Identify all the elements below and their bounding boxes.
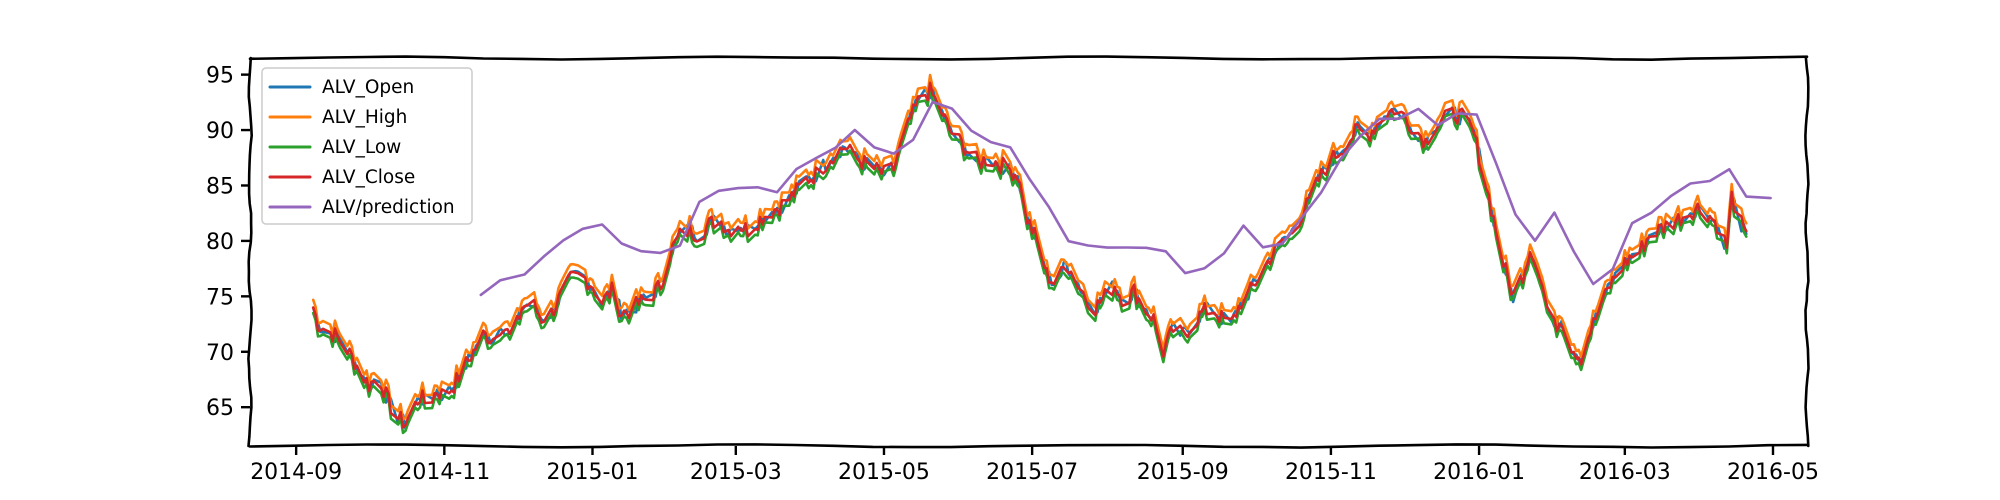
x-tick-label: 2016-01	[1433, 460, 1525, 485]
y-tick-label: 90	[206, 119, 234, 144]
x-tick-label: 2015-03	[690, 460, 782, 485]
legend: ALV_Open ALV_High ALV_Low ALV_Close ALV/pred…	[261, 67, 473, 225]
y-tick-label: 95	[206, 64, 234, 89]
x-axis: 2014-09 2014-11 2015-01 2015-03 2015-05 2015-…	[250, 446, 1819, 485]
legend-box	[261, 67, 473, 225]
x-tick-label: 2015-11	[1285, 460, 1377, 485]
plot-lines	[311, 73, 1772, 435]
x-tick-label: 2014-11	[398, 460, 490, 485]
series-line-alv-high	[311, 73, 1748, 421]
y-axis: 65 70 75 80 85 90 95	[206, 64, 250, 421]
frame-top	[248, 55, 1809, 62]
x-tick-label: 2015-05	[838, 460, 930, 485]
x-tick-label: 2014-09	[250, 460, 342, 485]
plot-frame	[247, 55, 1810, 449]
legend-label: ALV_Open	[322, 77, 414, 98]
y-tick-label: 75	[206, 285, 234, 310]
x-tick-label: 2016-03	[1579, 460, 1671, 485]
legend-label: ALV_Close	[322, 167, 415, 188]
y-tick-label: 65	[206, 396, 234, 421]
y-tick-label: 80	[206, 230, 234, 255]
x-tick-label: 2015-07	[986, 460, 1078, 485]
frame-right	[1804, 56, 1810, 448]
legend-label: ALV/prediction	[322, 197, 455, 218]
legend-label: ALV_High	[322, 107, 407, 128]
y-tick-label: 70	[206, 341, 234, 366]
series-line-alv-prediction	[479, 100, 1772, 297]
x-tick-label: 2016-05	[1727, 460, 1819, 485]
legend-label: ALV_Low	[322, 137, 401, 158]
frame-left	[247, 56, 254, 448]
series-line-alv-low	[311, 87, 1748, 435]
x-tick-label: 2015-09	[1137, 460, 1229, 485]
y-tick-label: 85	[206, 174, 234, 199]
frame-bottom	[248, 443, 1809, 449]
series-line-alv-close	[311, 81, 1748, 429]
x-tick-label: 2015-01	[547, 460, 639, 485]
